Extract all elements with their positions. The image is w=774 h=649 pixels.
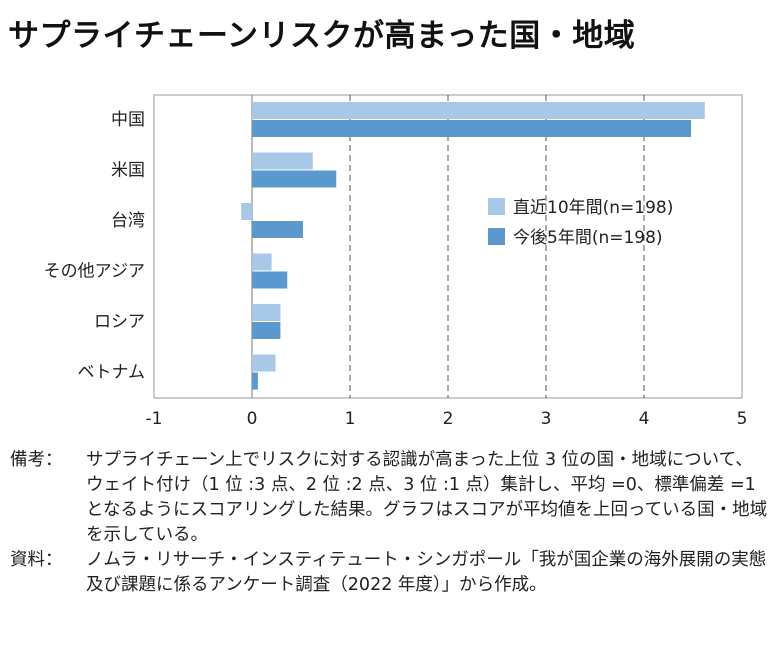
bar-recent-10y-1 — [252, 152, 313, 170]
note-source-text: ノムラ・リサーチ・インスティテュート・シンガポール「我が国企業の海外展開の実態及… — [86, 550, 767, 595]
note-source: 資料： ノムラ・リサーチ・インスティテュート・シンガポール「我が国企業の海外展開… — [10, 548, 768, 598]
legend-swatch — [488, 228, 505, 245]
bar-recent-10y-2 — [241, 203, 252, 220]
category-label: その他アジア — [44, 262, 145, 282]
bar-next-5y-3 — [252, 271, 288, 289]
category-label: 米国 — [111, 161, 145, 181]
x-tick-label: 4 — [639, 409, 650, 429]
bar-recent-10y-3 — [252, 253, 272, 271]
bar-next-5y-1 — [252, 170, 337, 188]
x-tick-label: 5 — [737, 409, 748, 429]
x-tick-label: 0 — [247, 409, 258, 429]
category-label: 台湾 — [111, 211, 145, 231]
notes: 備考： サプライチェーン上でリスクに対する認識が高まった上位 3 位の国・地域に… — [10, 448, 768, 598]
category-label: 中国 — [111, 110, 145, 130]
x-tick-label: 3 — [541, 409, 552, 429]
legend-label: 今後5年間(n=198) — [513, 228, 663, 248]
note-remarks: 備考： サプライチェーン上でリスクに対する認識が高まった上位 3 位の国・地域に… — [10, 448, 768, 548]
bar-recent-10y-5 — [252, 354, 276, 372]
bar-recent-10y-0 — [252, 102, 705, 119]
x-tick-label: 1 — [345, 409, 356, 429]
bar-recent-10y-4 — [252, 304, 281, 321]
bar-next-5y-4 — [252, 322, 281, 339]
note-remarks-text: サプライチェーン上でリスクに対する認識が高まった上位 3 位の国・地域について、… — [86, 450, 768, 545]
note-remarks-label: 備考： — [10, 450, 63, 470]
x-tick-label: 2 — [443, 409, 454, 429]
legend-label: 直近10年間(n=198) — [513, 198, 673, 218]
chart-title: サプライチェーンリスクが高まった国・地域 — [8, 18, 636, 54]
category-label: ロシア — [94, 312, 145, 332]
legend-swatch — [488, 198, 505, 215]
note-source-label: 資料： — [10, 550, 63, 570]
category-label: ベトナム — [78, 363, 146, 383]
x-tick-label: -1 — [146, 409, 163, 429]
bar-next-5y-2 — [252, 221, 303, 238]
bar-next-5y-0 — [252, 120, 692, 137]
bar-next-5y-5 — [252, 372, 258, 390]
